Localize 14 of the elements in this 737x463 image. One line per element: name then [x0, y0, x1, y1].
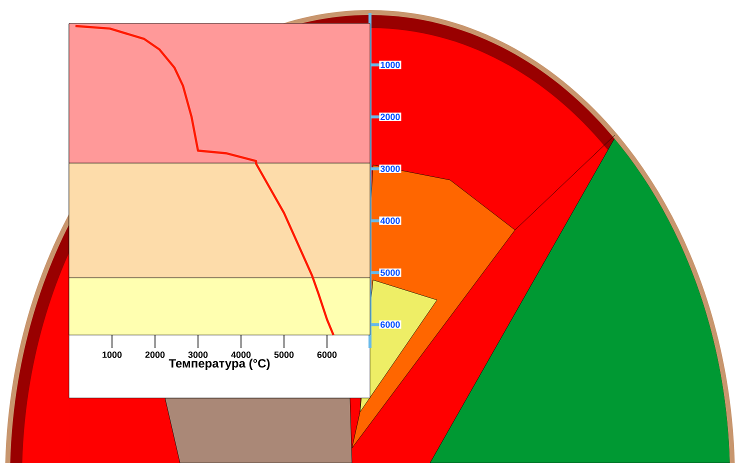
x-tick-label: 5000 [274, 352, 294, 358]
y-tick-label: 3000 [380, 166, 400, 172]
y-tick-label: 1000 [380, 62, 400, 68]
y-tick-label: 5000 [380, 269, 400, 276]
x-tick-label: 4000 [231, 352, 251, 358]
x-axis-title: Температура (°C) [168, 358, 270, 370]
x-tick-label: 1000 [102, 352, 122, 358]
x-tick-label: 6000 [317, 352, 337, 358]
line-series [74, 24, 335, 336]
x-tick-label: 2000 [145, 352, 165, 358]
x-tick-label: 3000 [188, 352, 208, 358]
y-tick-label: 4000 [380, 218, 400, 224]
y-tick-label: 2000 [380, 114, 400, 120]
y-tick-label: 6000 [380, 321, 400, 328]
